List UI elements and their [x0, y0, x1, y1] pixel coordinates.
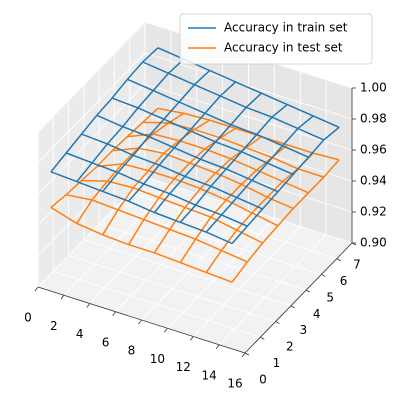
- wire-col: [179, 104, 288, 223]
- wire-col: [231, 126, 340, 244]
- x-tick-label: 6: [102, 335, 110, 349]
- y-tick-label: 6: [340, 274, 348, 288]
- wire-col: [50, 47, 159, 173]
- grid-line: [53, 270, 261, 338]
- y-tick-mark: [305, 289, 311, 293]
- grid-line: [144, 83, 353, 151]
- x-tick-mark: [86, 303, 91, 308]
- z-tick-label: 0.90: [360, 236, 387, 250]
- wire-col: [231, 159, 340, 283]
- legend-box: [179, 13, 373, 65]
- wire-col: [153, 92, 262, 213]
- x-tick-label: 16: [227, 377, 242, 391]
- legend-label: Accuracy in test set: [224, 41, 343, 55]
- wire-row: [65, 152, 248, 227]
- z-tick-label: 0.96: [360, 143, 387, 157]
- wire-row: [81, 133, 263, 210]
- y-tick-mark: [244, 352, 250, 356]
- y-tick-label: 7: [353, 258, 361, 272]
- z-tick-label: 0.98: [360, 112, 387, 126]
- y-tick-label: 2: [286, 340, 294, 354]
- grid-line: [37, 83, 146, 195]
- y-tick-mark: [260, 336, 265, 340]
- y-tick-label: 3: [299, 323, 307, 337]
- wire-row: [142, 121, 325, 178]
- wire-col: [50, 107, 159, 208]
- grid-line: [68, 255, 276, 323]
- grid-line: [83, 239, 291, 307]
- grid-line: [114, 207, 322, 275]
- wire-row: [127, 78, 309, 158]
- wire-row: [96, 163, 279, 227]
- x-tick-mark: [241, 352, 246, 358]
- x-tick-label: 4: [76, 327, 84, 341]
- wire-col: [205, 115, 314, 233]
- wire-row: [142, 61, 325, 141]
- grid-line: [167, 217, 275, 329]
- x-tick-mark: [215, 344, 220, 349]
- y-tick-label: 0: [259, 373, 267, 387]
- y-tick-label: 1: [273, 356, 281, 370]
- wire-row: [111, 97, 294, 176]
- wire-row: [127, 133, 309, 194]
- wire-col: [76, 58, 185, 183]
- x-tick-label: 8: [128, 344, 136, 358]
- grid-line: [37, 114, 146, 226]
- wire-row: [96, 114, 279, 193]
- grid-line: [37, 21, 146, 133]
- axis-line: [37, 286, 246, 354]
- grid-line: [144, 176, 353, 244]
- x-tick-mark: [60, 295, 65, 300]
- wire-col: [76, 112, 185, 224]
- y-tick-mark: [290, 305, 296, 309]
- wire-row: [66, 194, 248, 263]
- z-tick-label: 1.00: [360, 81, 387, 95]
- x-tick-label: 14: [201, 368, 216, 382]
- x-tick-mark: [164, 328, 168, 333]
- x-tick-label: 10: [150, 352, 165, 366]
- wire-row: [112, 147, 294, 210]
- y-tick-label: 5: [326, 290, 334, 304]
- wire-col: [128, 81, 237, 202]
- x-tick-label: 12: [176, 360, 191, 374]
- x-tick-label: 0: [24, 311, 32, 325]
- y-tick-mark: [336, 258, 341, 262]
- grid-line: [129, 192, 337, 260]
- wire-row: [157, 107, 340, 161]
- wire-row: [81, 179, 263, 244]
- x-tick-mark: [34, 286, 39, 292]
- z-tick-label: 0.94: [360, 174, 387, 188]
- z-tick-label: 0.92: [360, 205, 387, 219]
- x-tick-mark: [112, 311, 116, 316]
- x-tick-mark: [189, 336, 194, 341]
- axis-line: [244, 242, 353, 354]
- grid-line: [115, 201, 223, 313]
- y-tick-mark: [321, 274, 326, 277]
- wire-row: [50, 206, 233, 283]
- x-tick-mark: [138, 319, 142, 325]
- legend-label: Accuracy in train set: [224, 21, 348, 35]
- wire-row: [50, 171, 233, 245]
- x-tick-label: 2: [50, 319, 58, 333]
- grid-line: [37, 52, 146, 164]
- wire-col: [102, 69, 211, 192]
- y-tick-mark: [275, 321, 280, 324]
- grid-line: [218, 234, 327, 346]
- y-tick-label: 4: [313, 307, 321, 321]
- grid-line: [192, 226, 301, 337]
- grid-line: [141, 209, 249, 321]
